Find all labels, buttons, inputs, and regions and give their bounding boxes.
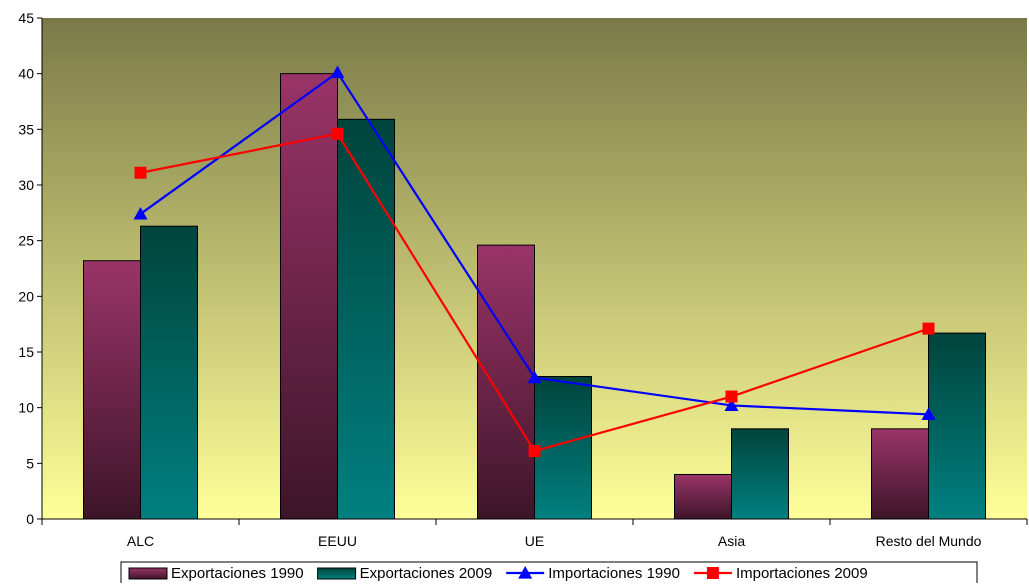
- y-tick-label: 40: [18, 66, 34, 82]
- y-tick-label: 45: [18, 10, 34, 26]
- y-tick-label: 30: [18, 177, 34, 193]
- marker-importaciones-2009-ue: [528, 445, 541, 458]
- bar-2-eeuu: [337, 118, 395, 520]
- y-tick-label: 10: [18, 400, 34, 416]
- legend-label-exportaciones-1990: Exportaciones 1990: [171, 565, 304, 582]
- x-tick-label: EEUU: [318, 533, 357, 549]
- legend-swatch-exportaciones-2009: [317, 567, 357, 580]
- marker-importaciones-2009-eeuu: [331, 127, 344, 140]
- y-tick-label: 20: [18, 288, 34, 304]
- legend-marker-importaciones-1990: [518, 566, 533, 579]
- y-tick-label: 0: [26, 511, 34, 527]
- marker-importaciones-2009-resto-del-mundo: [922, 322, 935, 335]
- y-tick-label: 5: [26, 455, 34, 471]
- bar-1-eeuu: [280, 73, 338, 520]
- legend-label-importaciones-2009: Importaciones 2009: [736, 565, 868, 582]
- marker-importaciones-2009-alc: [134, 166, 147, 179]
- y-tick-label: 15: [18, 344, 34, 360]
- marker-importaciones-2009-asia: [725, 390, 738, 403]
- x-tick-label: ALC: [127, 533, 154, 549]
- bar-1-alc: [83, 260, 141, 520]
- bar-2-asia: [731, 428, 789, 520]
- legend-swatch-exportaciones-1990: [128, 567, 168, 580]
- legend-label-importaciones-1990: Importaciones 1990: [548, 565, 680, 582]
- marker-importaciones-1990-alc: [133, 206, 148, 220]
- bar-1-asia: [674, 473, 732, 520]
- marker-importaciones-1990-asia: [724, 398, 739, 412]
- x-tick-label: Asia: [718, 533, 745, 549]
- legend: Exportaciones 1990 Exportaciones 2009 Impo…: [120, 561, 978, 585]
- x-tick-label: Resto del Mundo: [876, 533, 982, 549]
- legend-label-exportaciones-2009: Exportaciones 2009: [360, 565, 493, 582]
- y-tick-label: 25: [18, 233, 34, 249]
- marker-importaciones-1990-eeuu: [330, 65, 345, 79]
- bar-2-alc: [140, 225, 198, 520]
- marker-importaciones-1990-ue: [527, 370, 542, 384]
- legend-marker-importaciones-2009: [706, 567, 719, 579]
- marker-importaciones-1990-resto-del-mundo: [921, 407, 936, 420]
- x-tick-label: UE: [525, 533, 544, 549]
- y-tick-label: 35: [18, 121, 34, 137]
- bar-1-ue: [477, 244, 535, 520]
- bar-1-resto-del-mundo: [871, 428, 929, 520]
- bar-2-resto-del-mundo: [928, 332, 986, 520]
